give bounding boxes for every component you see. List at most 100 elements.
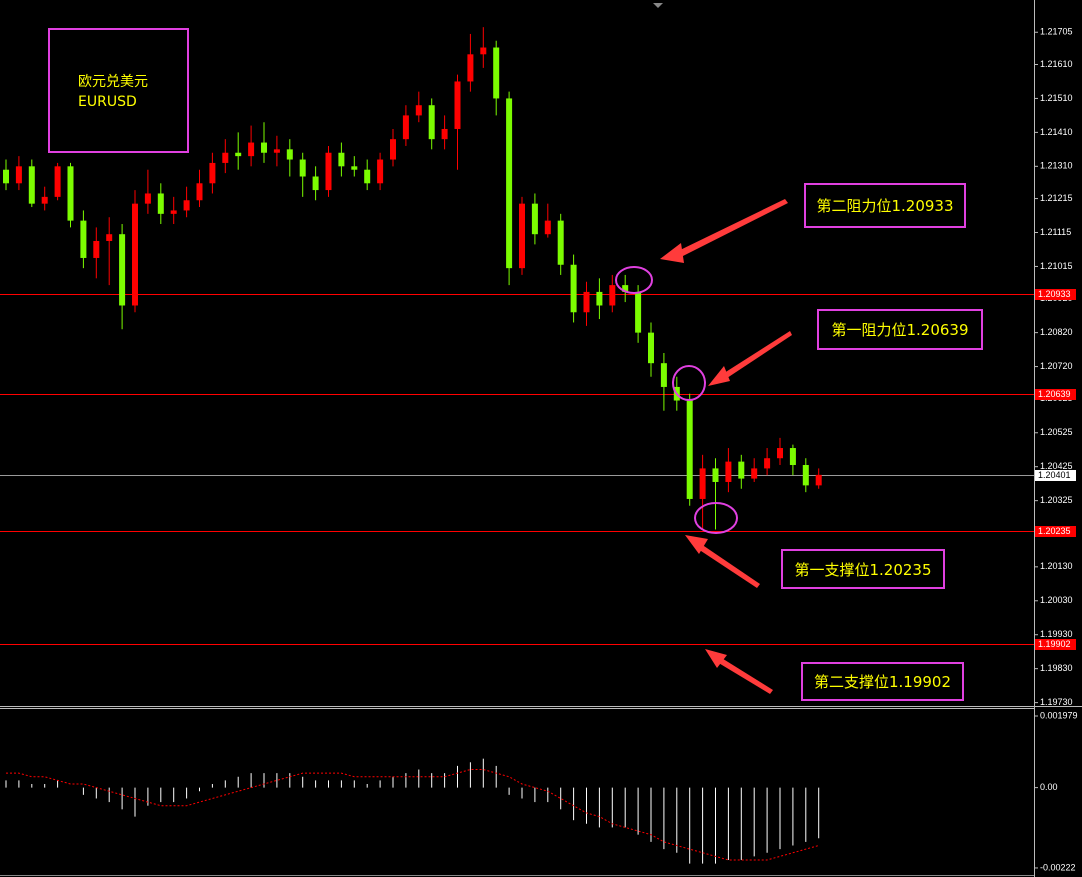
candle-body [80, 220, 87, 258]
highlight-ellipse [615, 266, 653, 294]
y-tick-label: 1.21610 [1040, 59, 1073, 69]
candle-body [273, 149, 280, 153]
candle-body [751, 468, 758, 479]
annotation-box: 第二阻力位1.20933 [804, 183, 966, 228]
highlight-ellipse [694, 502, 738, 534]
candle-body [712, 468, 719, 482]
level-tag [1035, 639, 1076, 650]
annotation-box: 第一阻力位1.20639 [817, 309, 983, 350]
candle-body [402, 115, 409, 140]
candle-body [777, 448, 783, 459]
candle-body [312, 176, 319, 191]
candle-body [106, 234, 113, 241]
candle-body [454, 81, 461, 129]
candle-body [622, 285, 629, 292]
candle-body [428, 105, 435, 140]
candle-body [609, 285, 616, 306]
candle-body [583, 291, 590, 313]
arrow [717, 657, 773, 694]
candle-body [686, 400, 693, 499]
y-tick-label: 1.19930 [1040, 629, 1073, 639]
y-tick-label: 1.21410 [1040, 127, 1073, 137]
candle-body [441, 128, 448, 140]
candle-body [93, 240, 100, 258]
candle-body [557, 220, 564, 265]
annotation-box: 第一支撑位1.20235 [781, 549, 945, 589]
candle-body [286, 149, 293, 160]
candle-body [325, 152, 332, 191]
candle-body [3, 169, 9, 184]
level-tag [1035, 526, 1076, 537]
candle-body [157, 193, 164, 214]
candle-body [170, 210, 177, 214]
y-tick-label: 1.21115 [1040, 227, 1071, 237]
highlight-ellipse [672, 365, 706, 401]
candle-body [467, 54, 474, 82]
y-tick-label: 1.21215 [1040, 193, 1073, 203]
candle-body [235, 152, 242, 157]
current-price-tag [1035, 470, 1076, 481]
y-tick-label: -0.00222 [1040, 862, 1076, 872]
candle-body [364, 169, 371, 184]
candle-body [648, 332, 654, 364]
candle-body [570, 264, 577, 313]
candle-body [725, 461, 732, 482]
y-tick-label: 0.001979 [1040, 710, 1078, 720]
shift-marker [653, 3, 663, 8]
candle-body [119, 234, 126, 306]
candle-body [15, 166, 22, 184]
candle-body [377, 159, 384, 184]
candle-body [815, 474, 822, 486]
y-tick-label: 1.20030 [1040, 595, 1073, 605]
candle-body [132, 203, 138, 306]
candle-body [699, 468, 706, 499]
level-tag [1035, 389, 1076, 400]
arrow-head [660, 243, 684, 263]
candle-body [28, 166, 35, 204]
annotation-box: 第二支撑位1.19902 [801, 662, 964, 701]
candle-body [248, 142, 255, 157]
candle-body [789, 448, 796, 466]
candle-body [351, 166, 358, 170]
annotations [615, 199, 792, 694]
candle-body [54, 166, 61, 197]
level-tag-label: 1.19902 [1038, 639, 1071, 649]
arrow [676, 199, 788, 258]
arrow [698, 544, 760, 588]
candle-body [738, 461, 745, 479]
candle-body [415, 105, 422, 116]
candle-body [596, 291, 603, 306]
candle-body [493, 47, 500, 99]
y-tick-label: 0.00 [1040, 782, 1058, 792]
arrow-head [705, 649, 727, 668]
symbol: EURUSD [78, 94, 137, 110]
candle-body [222, 152, 229, 163]
candle-body [506, 98, 513, 269]
y-tick-label: 1.21510 [1040, 93, 1073, 103]
signal-line [6, 769, 819, 861]
y-tick-label: 1.20525 [1040, 427, 1073, 437]
candle-body [261, 142, 267, 153]
y-tick-label: 1.20325 [1040, 495, 1073, 505]
level-tag-label: 1.20933 [1038, 289, 1071, 299]
candle-body [67, 166, 74, 221]
candle-body [338, 152, 345, 167]
candle-body [183, 200, 190, 211]
y-tick-label: 1.20720 [1040, 361, 1073, 371]
candle-body [544, 220, 551, 235]
candle-body [299, 159, 306, 177]
y-tick-label: 1.19730 [1040, 697, 1073, 707]
level-tag [1035, 289, 1076, 300]
candle-body [764, 458, 771, 469]
candle-body [660, 363, 667, 387]
arrows [660, 199, 792, 694]
y-tick-label: 1.20130 [1040, 561, 1073, 571]
arrow-head [685, 535, 708, 554]
candle-body [480, 47, 487, 55]
candle-body [531, 203, 538, 235]
current-price-label: 1.20401 [1038, 470, 1071, 480]
candle-body [144, 193, 151, 204]
y-tick-label: 1.21705 [1040, 27, 1073, 37]
level-tag-label: 1.20639 [1038, 389, 1071, 399]
